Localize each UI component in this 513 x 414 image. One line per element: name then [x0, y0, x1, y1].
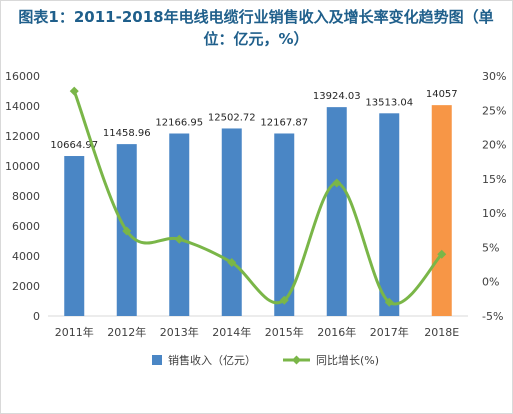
bar	[274, 133, 295, 316]
growth-point	[174, 234, 184, 244]
x-tick-label: 2016年	[317, 325, 356, 339]
x-tick-label: 2012年	[107, 325, 146, 339]
chart-title: 图表1：2011-2018年电线电缆行业销售收入及增长率变化趋势图（单位：亿元，…	[18, 8, 494, 48]
x-tick-label: 2018E	[424, 326, 459, 339]
y-left-tick-label: 14000	[5, 100, 40, 113]
y-right-tick-label: 5%	[482, 241, 499, 254]
x-tick-label: 2011年	[55, 325, 94, 339]
legend-swatch-revenue	[152, 355, 162, 365]
bar-value-label: 12167.87	[260, 117, 308, 128]
y-right-tick-label: 20%	[482, 139, 506, 152]
growth-point	[279, 295, 289, 305]
growth-point	[332, 178, 342, 188]
y-left-tick-label: 12000	[5, 130, 40, 143]
bar-value-label: 12166.95	[155, 117, 203, 128]
bar	[221, 128, 242, 316]
bar-value-label: 10664.97	[50, 140, 98, 151]
legend-label-growth: 同比增长(%)	[316, 353, 379, 367]
y-right-tick-label: 30%	[482, 70, 506, 83]
y-left-tick-label: 10000	[5, 160, 40, 173]
bar	[379, 113, 400, 316]
y-left-tick-label: 6000	[12, 220, 40, 233]
y-right-tick-label: 25%	[482, 104, 506, 117]
growth-point	[437, 249, 447, 259]
bar-value-label: 11458.96	[103, 128, 151, 139]
y-left-tick-label: 0	[33, 310, 40, 323]
bar-value-label: 12502.72	[208, 112, 256, 123]
x-tick-label: 2014年	[212, 325, 251, 339]
bar-value-label: 14057	[426, 89, 458, 100]
legend-swatch-growth-marker	[292, 355, 301, 365]
growth-point	[122, 226, 132, 236]
bar	[64, 156, 85, 316]
bar-value-label: 13924.03	[313, 91, 361, 102]
x-tick-label: 2013年	[160, 325, 199, 339]
legend-label-revenue: 销售收入（亿元）	[168, 353, 256, 367]
x-tick-label: 2017年	[370, 325, 409, 339]
y-right-tick-label: -5%	[482, 310, 503, 323]
y-left-tick-label: 4000	[12, 250, 40, 263]
y-right-tick-label: 15%	[482, 173, 506, 186]
bar-value-label: 13513.04	[365, 97, 413, 108]
growth-point	[69, 86, 79, 96]
bar	[169, 133, 190, 316]
y-left-tick-label: 2000	[12, 280, 40, 293]
y-right-tick-label: 10%	[482, 207, 506, 220]
y-left-tick-label: 8000	[12, 190, 40, 203]
y-right-tick-label: 0%	[482, 276, 499, 289]
bar	[431, 105, 452, 317]
y-left-tick-label: 16000	[5, 70, 40, 83]
bar	[326, 107, 347, 316]
x-tick-label: 2015年	[265, 325, 304, 339]
growth-point	[227, 258, 237, 268]
growth-point	[384, 297, 394, 307]
